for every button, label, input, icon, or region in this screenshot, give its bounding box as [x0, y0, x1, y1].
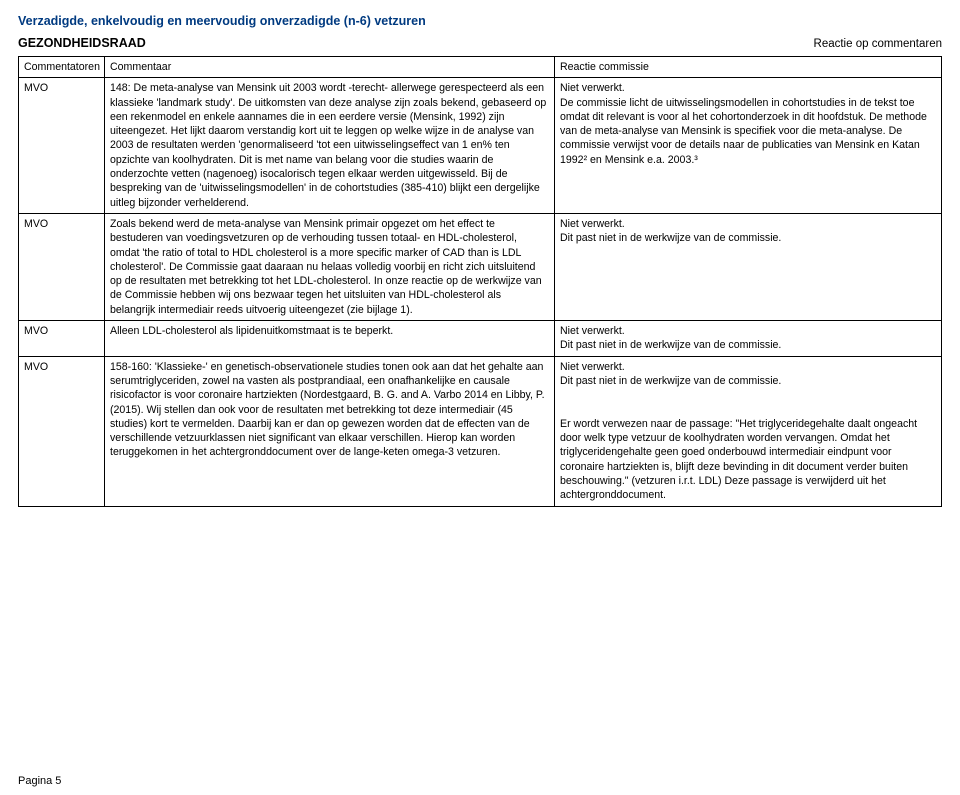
cell-commentator: MVO — [19, 78, 105, 214]
cell-commentator: MVO — [19, 321, 105, 357]
cell-reactie: Niet verwerkt.Dit past niet in de werkwi… — [555, 321, 942, 357]
cell-commentaar: Alleen LDL-cholesterol als lipidenuitkom… — [105, 321, 555, 357]
cell-reactie: Niet verwerkt.De commissie licht de uitw… — [555, 78, 942, 214]
page-footer: Pagina 5 — [18, 775, 61, 787]
col-header-commentatoren: Commentatoren — [19, 57, 105, 78]
cell-commentaar: 148: De meta-analyse van Mensink uit 200… — [105, 78, 555, 214]
org-name: GEZONDHEIDSRAAD — [18, 36, 146, 50]
comments-table: Commentatoren Commentaar Reactie commiss… — [18, 56, 942, 507]
col-header-commentaar: Commentaar — [105, 57, 555, 78]
table-row: MVO Alleen LDL-cholesterol als lipidenui… — [19, 321, 942, 357]
col-header-reactie: Reactie commissie — [555, 57, 942, 78]
page-title: Verzadigde, enkelvoudig en meervoudig on… — [18, 14, 942, 28]
cell-commentator: MVO — [19, 356, 105, 506]
table-header-row: Commentatoren Commentaar Reactie commiss… — [19, 57, 942, 78]
table-row: MVO 158-160: 'Klassieke-' en genetisch-o… — [19, 356, 942, 506]
header-row: GEZONDHEIDSRAAD Reactie op commentaren — [18, 36, 942, 50]
page-subtitle: Reactie op commentaren — [814, 38, 942, 50]
table-row: MVO 148: De meta-analyse van Mensink uit… — [19, 78, 942, 214]
cell-commentaar: Zoals bekend werd de meta-analyse van Me… — [105, 213, 555, 320]
table-row: MVO Zoals bekend werd de meta-analyse va… — [19, 213, 942, 320]
cell-commentator: MVO — [19, 213, 105, 320]
cell-commentaar: 158-160: 'Klassieke-' en genetisch-obser… — [105, 356, 555, 506]
cell-reactie: Niet verwerkt.Dit past niet in de werkwi… — [555, 356, 942, 506]
cell-reactie: Niet verwerkt.Dit past niet in de werkwi… — [555, 213, 942, 320]
